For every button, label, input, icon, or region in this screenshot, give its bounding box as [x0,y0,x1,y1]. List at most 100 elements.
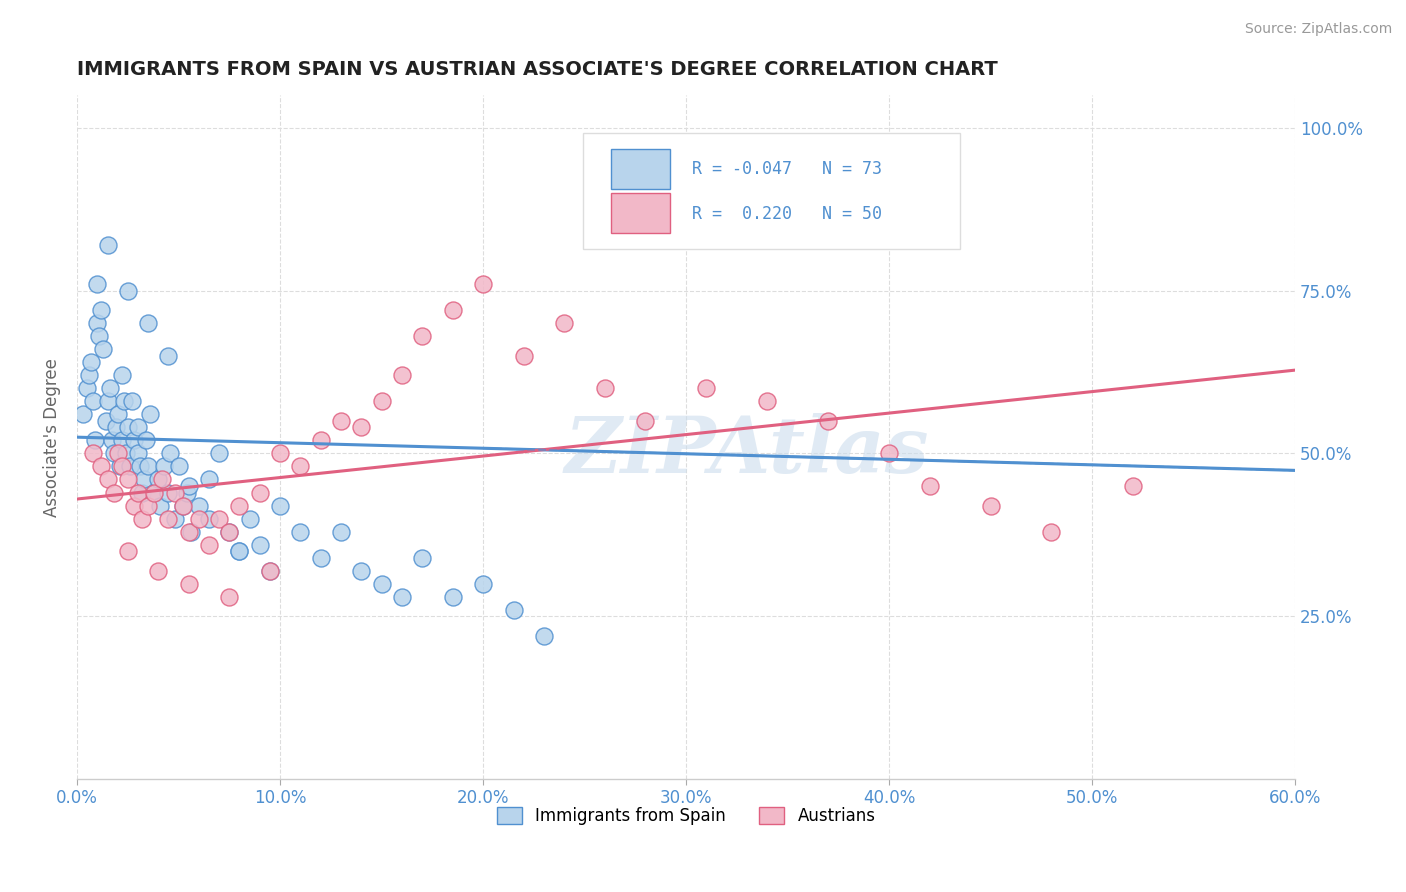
Point [122,499,145,513]
Point [259,564,281,578]
Point [370,394,392,409]
Point [249,538,271,552]
Point [290,524,312,539]
Point [187,499,209,513]
Point [153,459,176,474]
Point [111,434,134,448]
Point [512,349,534,363]
Point [157,485,180,500]
Point [218,524,240,539]
Point [135,434,157,448]
Point [117,420,139,434]
Point [269,446,291,460]
Point [309,434,332,448]
Point [198,538,221,552]
Point [172,499,194,513]
Point [96,238,118,252]
Point [112,394,135,409]
Text: ZIPAtlas: ZIPAtlas [565,413,929,489]
Point [198,473,221,487]
Text: IMMIGRANTS FROM SPAIN VS AUSTRIAN ASSOCIATE'S DEGREE CORRELATION CHART: IMMIGRANTS FROM SPAIN VS AUSTRIAN ASSOCI… [77,60,998,78]
Point [82,394,104,409]
Point [159,446,181,460]
Point [218,590,240,604]
Point [228,544,250,558]
Point [553,316,575,330]
Point [103,446,125,460]
FancyBboxPatch shape [610,149,671,189]
Point [136,499,159,513]
Point [472,277,495,292]
Point [259,564,281,578]
Point [350,564,373,578]
Point [167,459,190,474]
Point [309,550,332,565]
Point [218,524,240,539]
Point [143,485,166,500]
Point [136,459,159,474]
Point [228,499,250,513]
Text: R = -0.047   N = 73: R = -0.047 N = 73 [692,161,882,178]
Point [100,434,122,448]
Point [391,368,413,383]
Point [172,499,194,513]
Point [131,511,153,525]
Point [108,459,131,474]
Point [269,499,291,513]
Point [918,479,941,493]
Point [104,420,127,434]
Point [370,576,392,591]
Point [239,511,262,525]
FancyBboxPatch shape [610,194,671,234]
Point [1040,524,1063,539]
Point [634,414,657,428]
Text: Source: ZipAtlas.com: Source: ZipAtlas.com [1244,22,1392,37]
Point [96,394,118,409]
Point [208,511,231,525]
Point [129,459,152,474]
Point [157,511,180,525]
Point [157,349,180,363]
Y-axis label: Associate's Degree: Associate's Degree [44,358,60,516]
Point [76,381,98,395]
Point [1122,479,1144,493]
Point [163,485,186,500]
Point [208,446,231,460]
Point [411,329,433,343]
Point [139,408,162,422]
Text: R =  0.220   N = 50: R = 0.220 N = 50 [692,204,882,223]
Point [127,485,149,500]
Point [127,420,149,434]
Point [330,524,353,539]
Legend: Immigrants from Spain, Austrians: Immigrants from Spain, Austrians [491,801,882,832]
Point [180,524,202,539]
Point [84,434,107,448]
Point [877,446,900,460]
Point [127,446,149,460]
Point [111,459,134,474]
Point [817,414,839,428]
Point [177,479,200,493]
Point [90,303,112,318]
Point [187,511,209,525]
Point [472,576,495,591]
Point [121,394,143,409]
Point [149,499,172,513]
Point [89,329,111,343]
Point [350,420,373,434]
Point [176,485,198,500]
Point [228,544,250,558]
Point [441,303,464,318]
Point [117,473,139,487]
Point [96,473,118,487]
Point [107,446,129,460]
Point [86,316,108,330]
Point [150,473,173,487]
Point [93,343,115,357]
Point [148,473,170,487]
Point [117,544,139,558]
FancyBboxPatch shape [582,133,960,249]
Point [122,434,145,448]
Point [695,381,717,395]
Point [132,473,155,487]
